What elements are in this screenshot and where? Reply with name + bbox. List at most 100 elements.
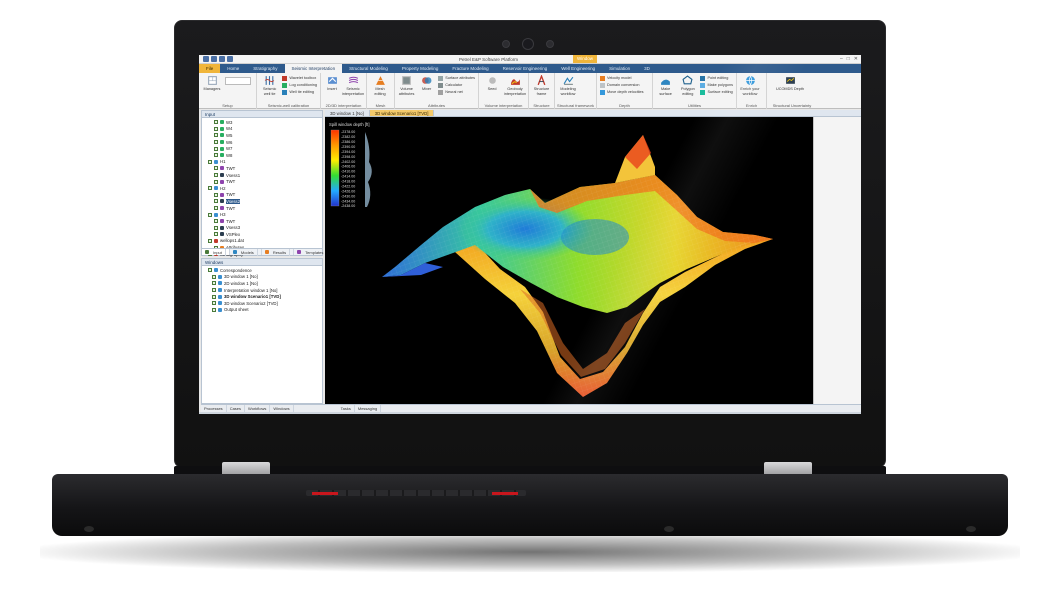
tree-item[interactable]: VSPlex [204, 231, 320, 238]
velocity-model-button[interactable]: Velocity model [600, 75, 644, 81]
enrich-workflow-button[interactable]: Enrich your workflow [740, 75, 760, 109]
seismic-well-tie-button[interactable]: Seismic well tie [260, 75, 279, 109]
tab-file[interactable]: File [199, 64, 221, 73]
checkbox[interactable] [212, 307, 216, 312]
polygon-editing-button[interactable]: Polygon editing [678, 75, 697, 109]
managers-button[interactable]: Managers [202, 75, 222, 109]
geobody-interpretation-button[interactable]: Geobody interpretation [504, 75, 526, 109]
managers-dropdown[interactable] [225, 77, 251, 85]
tab-processes[interactable]: Processes [201, 405, 227, 412]
domain-conversion-button[interactable]: Domain conversion [600, 82, 644, 88]
move-depth-velocities-button[interactable]: Move depth velocities [600, 89, 644, 95]
3d-viewport[interactable]: Spill window depth [ft] -2378.00 -2382.00… [325, 117, 813, 404]
close-icon[interactable]: ✕ [853, 56, 858, 62]
ucomds-depth-button[interactable]: UCOMDS Depth [770, 75, 810, 109]
tree-item[interactable]: W5 [204, 132, 320, 139]
tree-item[interactable]: H2 [204, 185, 320, 192]
window-list-item[interactable]: Interpretation window 1 [No] [204, 287, 320, 294]
checkbox[interactable] [208, 186, 212, 191]
tab-seismic-interpretation[interactable]: Seismic Interpretation [284, 64, 343, 73]
insert-button[interactable]: Insert [324, 75, 340, 109]
tree-item[interactable]: W3 [204, 119, 320, 126]
seed-button[interactable]: Seed [482, 75, 502, 109]
tab-3d-window-1[interactable]: 3D window 1 [No] [325, 110, 370, 116]
window-list-item[interactable]: 3D window 1 [No] [204, 274, 320, 281]
volume-attributes-button[interactable]: Volume attributes [398, 75, 415, 109]
tab-structural-modeling[interactable]: Structural Modeling [349, 66, 388, 71]
make-surface-button[interactable]: Make surface [656, 75, 675, 109]
wavelet-toolbox-button[interactable]: Wavelet toolbox [282, 75, 317, 81]
tree-item[interactable]: wellops1.dat [204, 238, 320, 245]
tree-item[interactable]: TWT [204, 218, 320, 225]
checkbox[interactable] [212, 288, 216, 293]
checkbox[interactable] [212, 281, 216, 286]
redo-icon[interactable] [219, 56, 225, 62]
log-conditioning-button[interactable]: Log conditioning [282, 82, 317, 88]
tree-item[interactable]: Vsess2 [204, 198, 320, 205]
tab-well-engineering[interactable]: Well Engineering [561, 66, 596, 71]
tree-item[interactable]: Vsess1 [204, 172, 320, 179]
print-icon[interactable] [227, 56, 233, 62]
tab-home[interactable]: Home [227, 66, 240, 71]
checkbox[interactable] [214, 192, 218, 197]
checkbox[interactable] [214, 120, 218, 125]
tree-item[interactable]: W7 [204, 145, 320, 152]
point-editing-button[interactable]: Point editing [700, 75, 733, 81]
neural-net-button[interactable]: Neural net [438, 89, 475, 95]
checkbox[interactable] [208, 268, 212, 273]
tree-item[interactable]: TWT [204, 205, 320, 212]
make-polygons-button[interactable]: Make polygons [700, 82, 733, 88]
minimize-icon[interactable]: – [839, 56, 843, 62]
tree-item[interactable]: H3 [204, 211, 320, 218]
checkbox[interactable] [214, 179, 218, 184]
checkbox[interactable] [214, 173, 218, 178]
tree-item[interactable]: TWT [204, 178, 320, 185]
checkbox[interactable] [212, 301, 216, 306]
tree-item[interactable]: W4 [204, 126, 320, 133]
checkbox[interactable] [214, 126, 218, 131]
tree-item[interactable]: W6 [204, 139, 320, 146]
mixer-button[interactable]: Mixer [418, 75, 435, 109]
tab-tasks[interactable]: Tasks [338, 405, 355, 412]
tab-workflows[interactable]: Workflows [245, 405, 271, 412]
save-icon[interactable] [203, 56, 209, 62]
window-list-item[interactable]: Correspondence [204, 267, 320, 274]
checkbox[interactable] [214, 199, 218, 204]
checkbox[interactable] [214, 133, 218, 138]
tab-reservoir-engineering[interactable]: Reservoir Engineering [502, 66, 548, 71]
checkbox[interactable] [208, 159, 212, 164]
checkbox[interactable] [208, 238, 212, 243]
tab-messaging[interactable]: Messaging [355, 405, 382, 412]
checkbox[interactable] [214, 140, 218, 145]
tree-item[interactable]: Vsess3 [204, 225, 320, 232]
seismic-interpretation-button[interactable]: Seismic interpretation [342, 75, 364, 109]
checkbox[interactable] [214, 146, 218, 151]
mesh-editing-button[interactable]: Mesh editing [370, 75, 390, 109]
tab-windows[interactable]: Windows [270, 405, 294, 412]
structure-frame-button[interactable]: Structure frame [532, 75, 551, 109]
calculator-button[interactable]: Calculator [438, 82, 475, 88]
checkbox[interactable] [214, 153, 218, 158]
tab-3d[interactable]: 3D [644, 66, 650, 71]
tab-input[interactable]: Input [202, 248, 230, 256]
tree-item[interactable]: W8 [204, 152, 320, 159]
modeling-workflow-button[interactable]: Modeling workflow [558, 75, 578, 109]
window-list-item[interactable]: Output sheet [204, 307, 320, 314]
tab-cases[interactable]: Cases [227, 405, 246, 412]
tab-stratigraphy[interactable]: Stratigraphy [253, 66, 278, 71]
tab-simulation[interactable]: Simulation [609, 66, 631, 71]
surface-attributes-button[interactable]: Surface attributes [438, 75, 475, 81]
tab-3d-window-scenario1[interactable]: 3D window Scenario1 [TVD] [369, 110, 435, 116]
window-list-item[interactable]: 3D window Scenario2 [TVD] [204, 300, 320, 307]
checkbox[interactable] [212, 294, 216, 299]
checkbox[interactable] [214, 166, 218, 171]
tree-item[interactable]: TWT [204, 165, 320, 172]
tab-results[interactable]: Results [262, 248, 295, 256]
checkbox[interactable] [214, 219, 218, 224]
checkbox[interactable] [212, 274, 216, 279]
maximize-icon[interactable]: □ [846, 56, 850, 62]
window-list-item[interactable]: 2D window 1 [No] [204, 280, 320, 287]
undo-icon[interactable] [211, 56, 217, 62]
checkbox[interactable] [214, 225, 218, 230]
tab-property-modeling[interactable]: Property Modeling [401, 66, 439, 71]
